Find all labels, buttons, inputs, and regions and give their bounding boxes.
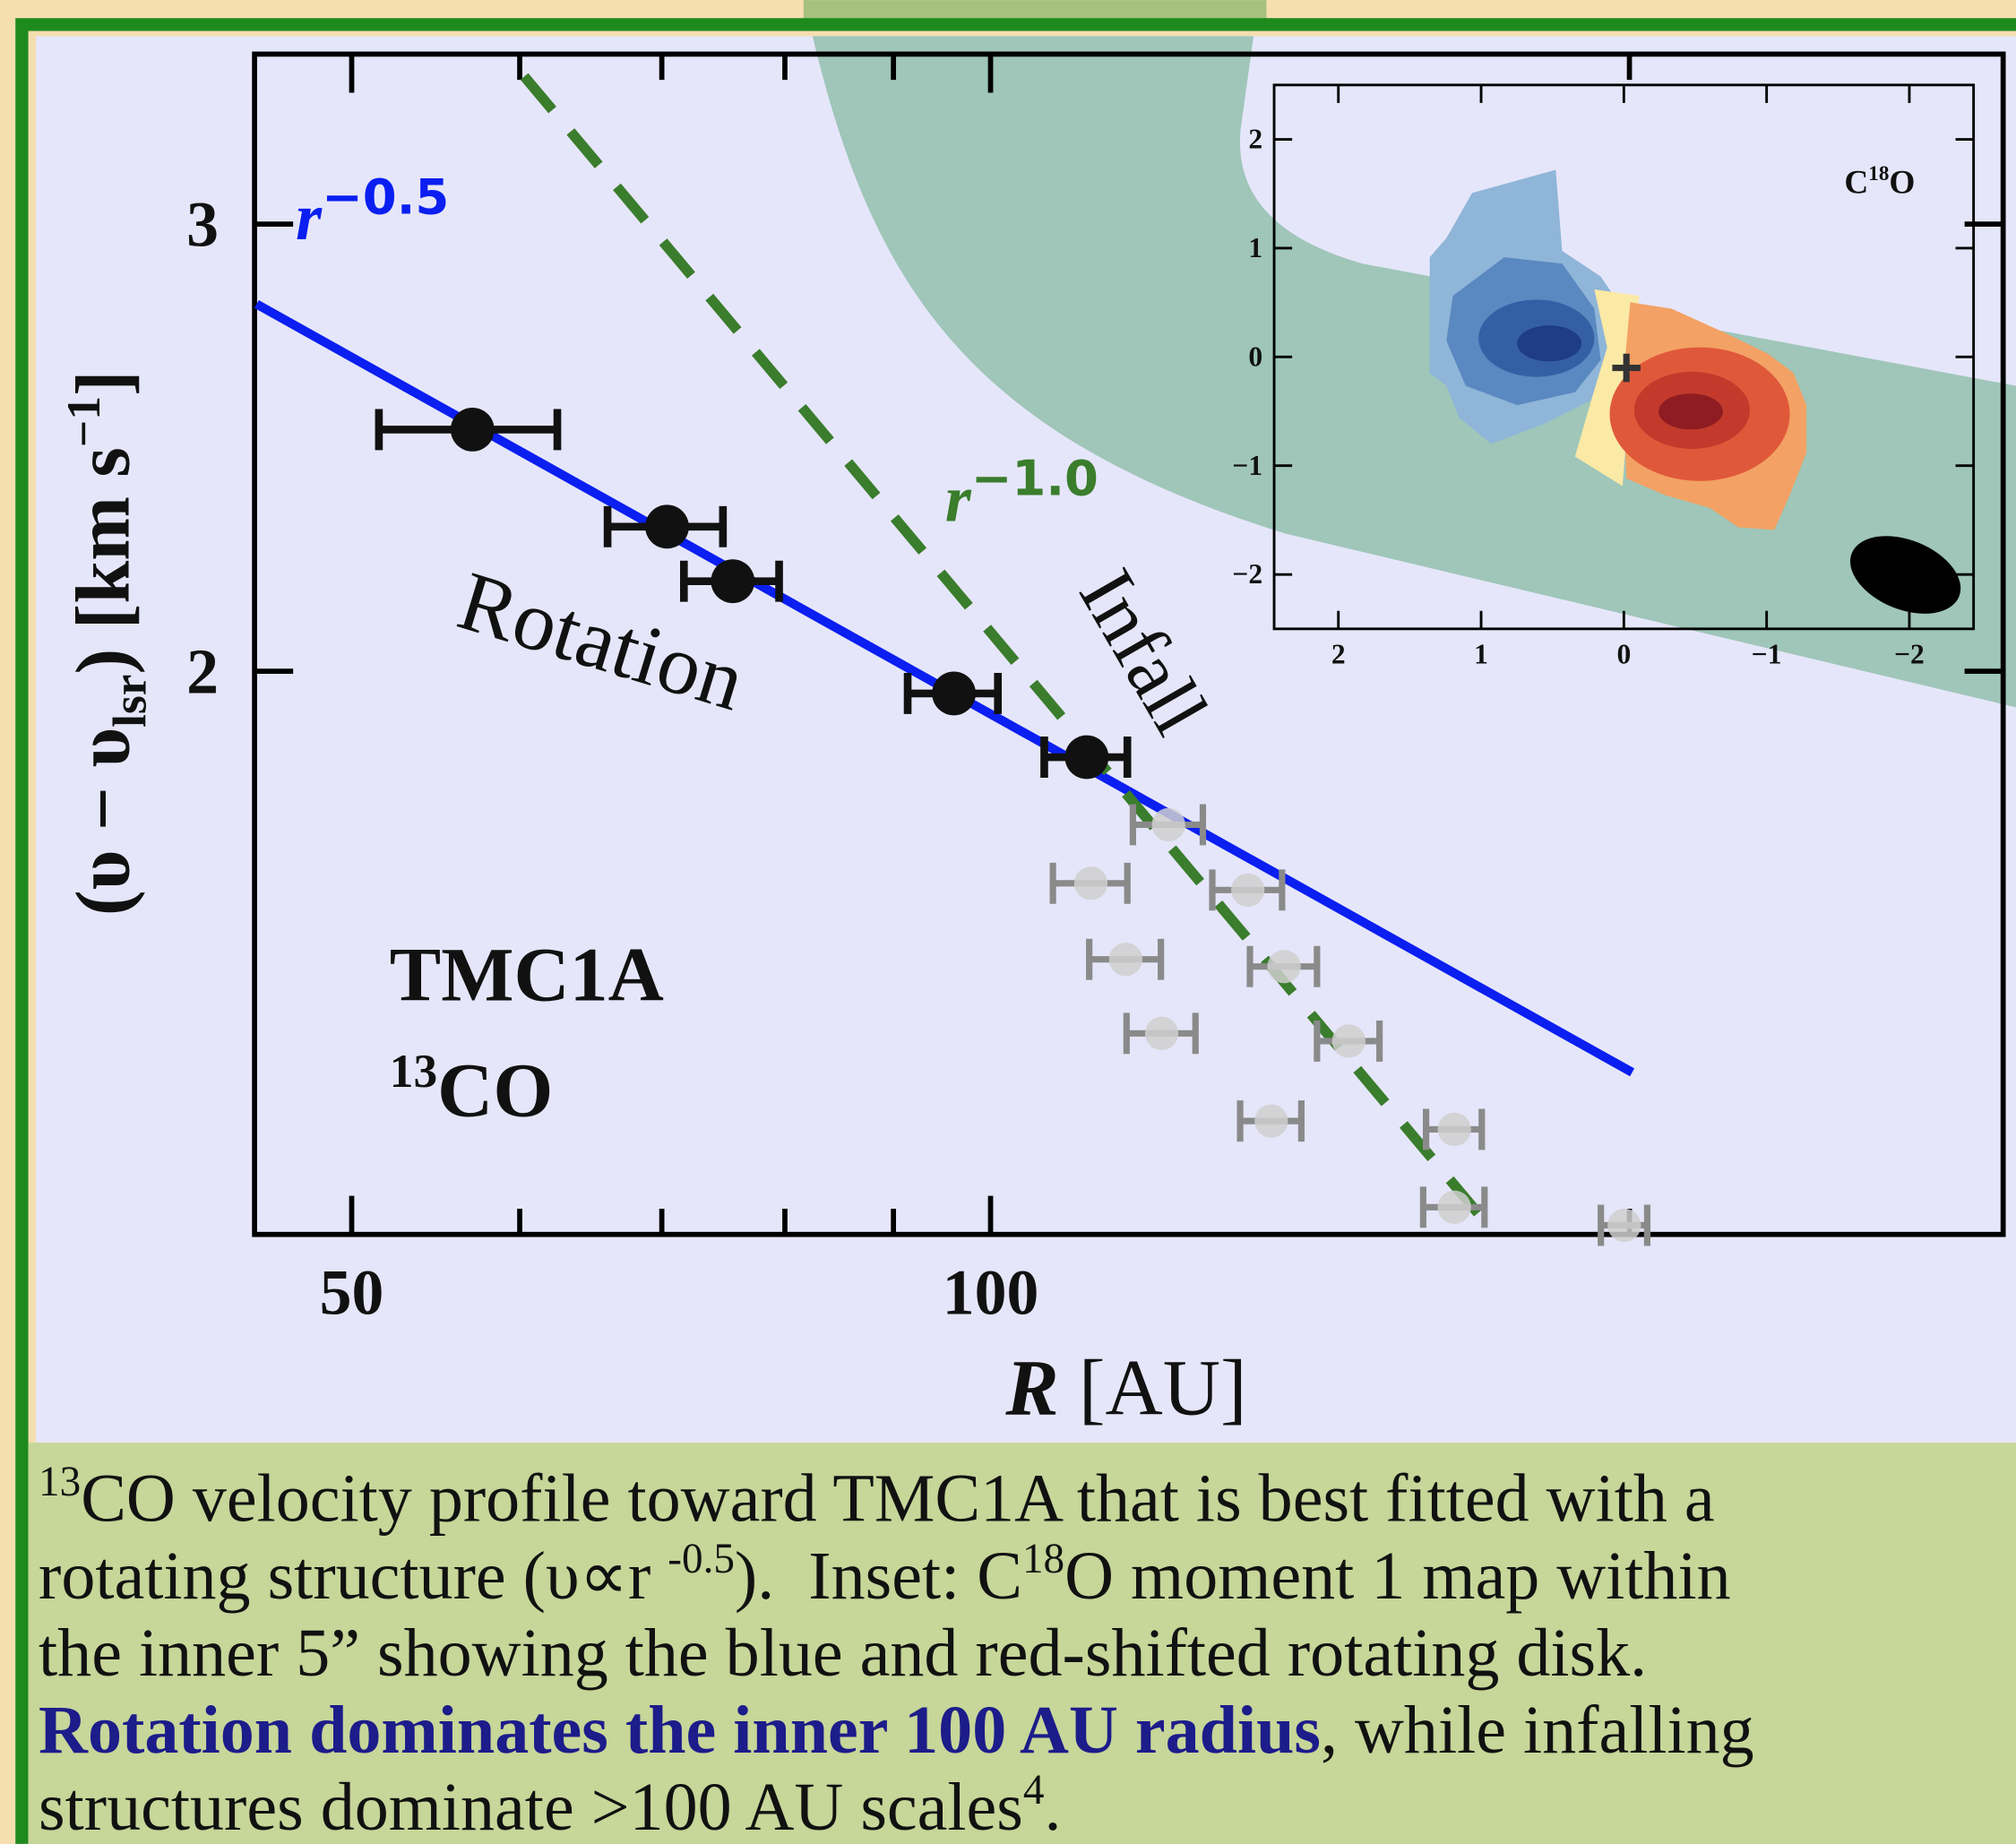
text-run: -0.5 [668, 1536, 735, 1582]
inset-y-tick-label: −2 [1232, 558, 1262, 590]
law: r [296, 181, 323, 254]
data-point [1064, 736, 1108, 780]
text-run: CO [437, 1047, 553, 1133]
inset-y-tick-label: 0 [1248, 340, 1262, 372]
data-point [1607, 1209, 1641, 1242]
inset-y-tick-label: 1 [1248, 232, 1262, 263]
text-run: (υ − υ [59, 728, 145, 916]
caption-line: structures dominate >100 AU scales4. [39, 1767, 1061, 1844]
source-label: TMC1A [390, 932, 664, 1018]
x-tick-label: 100 [943, 1257, 1039, 1329]
text-run: ] [59, 370, 145, 396]
inset-x-tick-label: 0 [1616, 639, 1631, 670]
poster-panel: 5010023r−0.5Rotationr−1.0InfallTMC1A13CO… [0, 0, 2016, 1844]
data-point [711, 559, 754, 603]
inset-x-tick-label: −1 [1752, 639, 1782, 670]
text-run: 4 [1023, 1767, 1045, 1814]
inset-y-tick-label: −1 [1232, 450, 1262, 481]
text-run: 13 [39, 1459, 81, 1505]
text-run: C [1844, 164, 1868, 201]
y-tick-label: 2 [186, 635, 219, 707]
law: r [945, 462, 972, 536]
data-point [1109, 943, 1142, 976]
text-run: lsr [102, 675, 156, 728]
caption-line: rotating structure (υ∝r -0.5). Inset: C1… [39, 1536, 1731, 1614]
data-point [932, 672, 976, 716]
blue-lobe-core [1517, 325, 1581, 361]
data-point [1074, 866, 1107, 900]
text-run: O moment 1 map within [1064, 1538, 1731, 1614]
inset-x-tick-label: −2 [1894, 639, 1925, 670]
data-point [1152, 808, 1185, 841]
text-run: [AU] [1059, 1345, 1247, 1433]
text-run: 13 [390, 1044, 437, 1098]
x-tick-label: 50 [320, 1257, 384, 1329]
data-point [1438, 1191, 1471, 1224]
caption-line: the inner 5” showing the blue and red-sh… [39, 1616, 1647, 1691]
caption-line: Rotation dominates the inner 100 AU radi… [39, 1693, 1754, 1768]
text-run: R [1004, 1345, 1058, 1433]
exponent: −1.0 [971, 450, 1098, 507]
text-run: Rotation dominates the inner 100 AU radi… [39, 1693, 1321, 1768]
text-run: , while infalling [1321, 1693, 1754, 1768]
text-run: rotating structure (υ∝r [39, 1538, 668, 1614]
text-run: 18 [1022, 1536, 1064, 1582]
inset-x-tick-label: 2 [1331, 639, 1346, 670]
text-run: . [1044, 1770, 1061, 1844]
data-point [1145, 1017, 1178, 1050]
inset-y-tick-label: 2 [1248, 124, 1262, 155]
text-run: the inner 5” showing the blue and red-sh… [39, 1616, 1647, 1691]
page: 5010023r−0.5Rotationr−1.0InfallTMC1A13CO… [0, 0, 2016, 1844]
data-point [1254, 1104, 1288, 1137]
text-run: structures dominate >100 AU scales [39, 1770, 1023, 1844]
text-run: 18 [1868, 162, 1889, 185]
y-tick-label: 3 [186, 189, 219, 261]
text-run: ) [km s [59, 447, 145, 674]
caption-line: 13CO velocity profile toward TMC1A that … [39, 1459, 1715, 1537]
data-point [451, 408, 495, 452]
text-run: −1 [56, 396, 110, 447]
data-point [1438, 1113, 1471, 1146]
data-point [1332, 1024, 1366, 1057]
data-point [645, 504, 689, 548]
text-run: ). Inset: C [735, 1538, 1022, 1614]
data-point [1231, 874, 1264, 907]
data-point [1267, 950, 1300, 983]
y-axis-label: (υ − υlsr) [km s−1] [56, 370, 157, 916]
text-run: O [1889, 164, 1915, 201]
exponent: −0.5 [322, 168, 449, 225]
x-axis-label: R [AU] [1004, 1345, 1246, 1433]
inset-x-tick-label: 1 [1474, 639, 1488, 670]
red-lobe-core [1658, 393, 1723, 429]
text-run: CO velocity profile toward TMC1A that is… [81, 1461, 1714, 1537]
